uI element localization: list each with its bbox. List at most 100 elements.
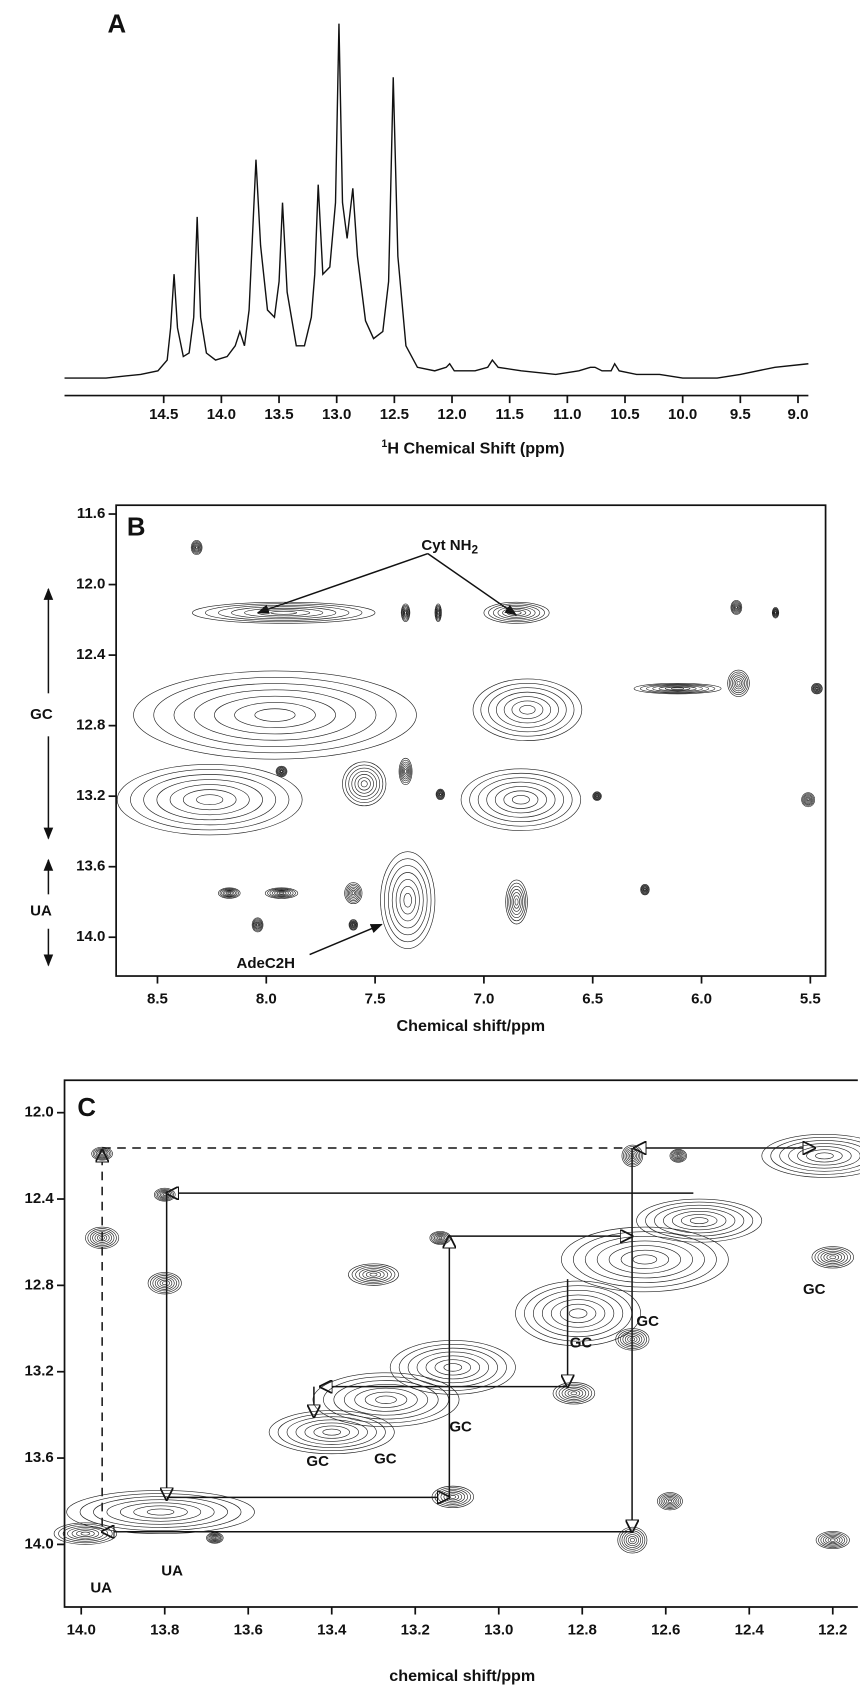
contour-ring — [348, 1263, 399, 1286]
x-tick-label: 12.6 — [651, 1622, 680, 1639]
contour-ring — [193, 544, 200, 551]
contour-ring — [85, 1226, 120, 1249]
contour-ring — [153, 676, 397, 754]
contour-ring — [524, 1285, 633, 1342]
contour-ring — [735, 679, 742, 688]
contour-peak — [389, 1340, 516, 1395]
contour-ring — [671, 687, 685, 690]
panel-label: B — [127, 514, 146, 542]
contour-ring — [663, 1207, 736, 1234]
contour-ring — [435, 1234, 446, 1241]
contour-ring — [349, 920, 357, 929]
contour-ring — [342, 761, 387, 807]
contour-ring — [514, 898, 519, 906]
contour-ring — [801, 792, 816, 808]
contour-ring — [645, 1201, 754, 1240]
contour-ring — [348, 767, 381, 800]
x-tick-label: 9.0 — [788, 406, 809, 423]
contour-ring — [375, 1395, 397, 1404]
contour-ring — [449, 1495, 457, 1499]
contour-peak — [636, 1198, 763, 1243]
contour-ring — [642, 887, 648, 893]
contour-ring — [829, 1255, 837, 1260]
contour-ring — [658, 686, 697, 692]
contour-ring — [820, 1250, 846, 1264]
contour-peak — [801, 792, 816, 808]
contour-peak — [191, 601, 376, 624]
x-tick-label: 12.0 — [437, 406, 466, 423]
contour-ring — [182, 789, 237, 811]
contour-ring — [632, 1254, 658, 1265]
x-axis-label: 1H Chemical Shift (ppm) — [381, 438, 564, 458]
contour-peak — [218, 887, 241, 899]
contour-ring — [773, 609, 778, 617]
x-tick-label: 5.5 — [800, 991, 821, 1008]
y-tick-label: 14.0 — [76, 928, 105, 945]
annotation-text: Cyt NH — [421, 537, 471, 554]
contour-ring — [99, 1236, 105, 1240]
contour-ring — [434, 603, 442, 622]
contour-ring — [811, 683, 822, 694]
contour-ring — [802, 793, 815, 807]
contour-ring — [615, 1328, 650, 1351]
contour-ring — [506, 609, 527, 617]
y-tick-label: 14.0 — [25, 1535, 54, 1552]
contour-ring — [402, 606, 409, 620]
contour-ring — [814, 1247, 851, 1267]
range-label: GC — [30, 706, 53, 723]
contour-ring — [823, 1252, 843, 1263]
contour-ring — [345, 764, 384, 804]
y-tick-label: 13.6 — [76, 858, 105, 875]
contour-ring — [673, 1151, 684, 1160]
contour-ring — [436, 607, 441, 619]
contour-ring — [67, 1527, 104, 1541]
contour-ring — [366, 1271, 381, 1278]
contour-ring — [348, 886, 359, 900]
contour-ring — [53, 1522, 118, 1545]
contour-ring — [804, 795, 813, 805]
contour-ring — [214, 695, 336, 735]
contour-ring — [313, 1425, 350, 1439]
contour-peak — [727, 669, 750, 697]
contour-ring — [830, 1538, 836, 1542]
y-tick-label: 12.8 — [25, 1276, 54, 1293]
contour-peak — [811, 682, 823, 695]
contour-ring — [515, 1280, 642, 1347]
contour-ring — [333, 1380, 439, 1420]
x-tick-label: 13.0 — [322, 406, 351, 423]
contour-ring — [407, 1347, 498, 1387]
contour-ring — [156, 779, 263, 821]
contour-ring — [256, 923, 259, 927]
contour-ring — [508, 885, 525, 919]
contour-ring — [572, 1231, 717, 1288]
contour-ring — [399, 886, 416, 915]
pair-label: GC — [306, 1453, 329, 1470]
contour-ring — [815, 1152, 834, 1160]
contour-ring — [349, 888, 358, 899]
contour-ring — [813, 685, 821, 692]
x-axis-label-text: H Chemical Shift (ppm) — [387, 440, 564, 458]
contour-ring — [350, 889, 357, 897]
contour-ring — [58, 1524, 113, 1544]
contour-ring — [119, 1502, 202, 1522]
x-tick-label: 12.2 — [818, 1622, 847, 1639]
contour-ring — [689, 1217, 709, 1225]
x-tick-label: 11.5 — [495, 406, 523, 423]
contour-ring — [194, 545, 199, 550]
range-label: UA — [30, 903, 52, 920]
contour-ring — [193, 689, 357, 741]
y-tick-label: 12.0 — [25, 1104, 54, 1121]
contour-ring — [434, 1233, 447, 1242]
contour-ring — [212, 1536, 218, 1540]
contour-ring — [207, 1532, 223, 1543]
contour-ring — [94, 1232, 110, 1243]
contour-peak — [147, 1272, 182, 1295]
contour-ring — [774, 611, 777, 614]
contour-ring — [624, 1334, 640, 1345]
contour-ring — [434, 1487, 472, 1507]
contour-ring — [630, 1153, 635, 1158]
x-tick-label: 11.0 — [553, 406, 581, 423]
contour-ring — [595, 794, 599, 798]
contour-ring — [640, 884, 649, 895]
contour-ring — [354, 774, 374, 794]
